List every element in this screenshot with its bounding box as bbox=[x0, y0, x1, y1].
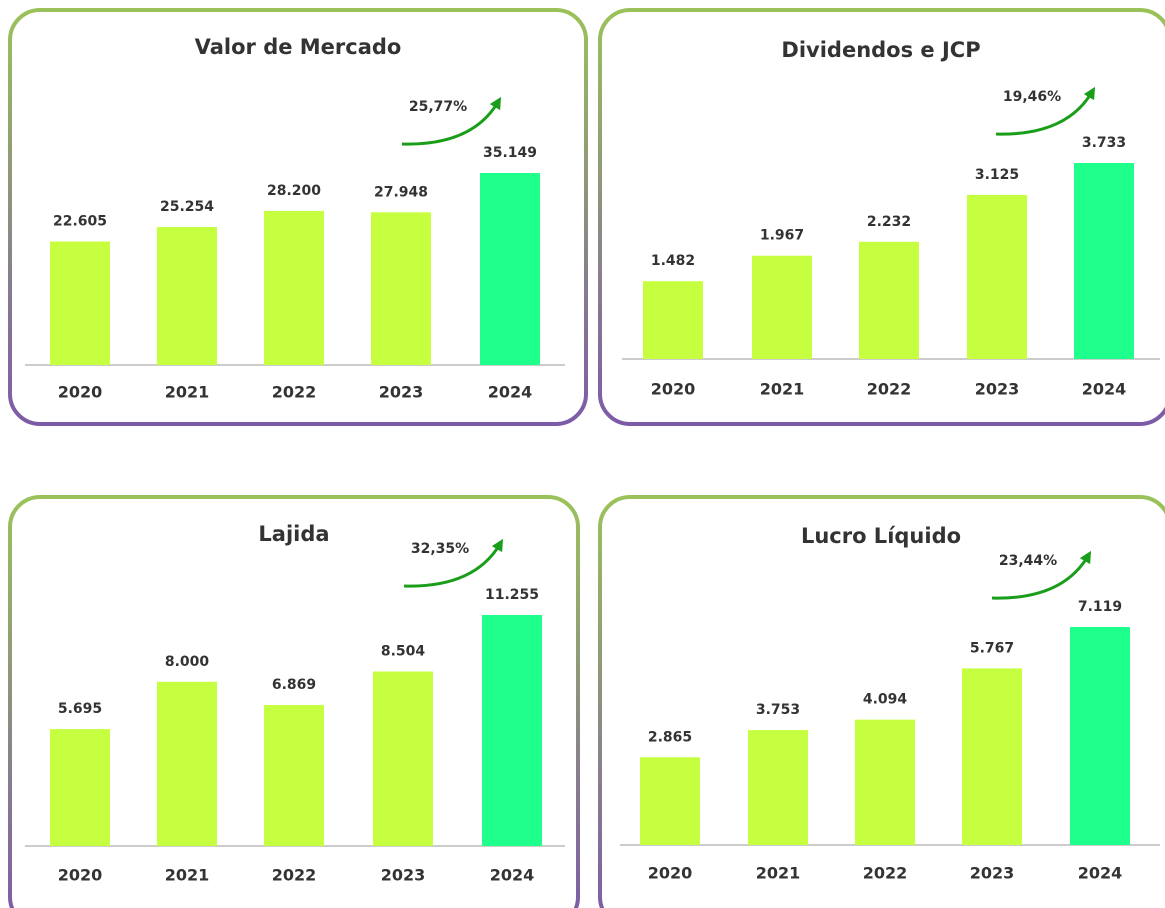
bar bbox=[482, 615, 542, 846]
x-tick-label: 2022 bbox=[272, 383, 317, 402]
value-label: 3.753 bbox=[756, 702, 800, 718]
bar bbox=[962, 668, 1022, 845]
x-tick-label: 2022 bbox=[867, 380, 912, 399]
bar bbox=[1074, 163, 1134, 359]
growth-label: 25,77% bbox=[409, 99, 467, 115]
x-tick-label: 2021 bbox=[165, 383, 210, 402]
growth-label: 23,44% bbox=[999, 553, 1057, 569]
value-label: 8.000 bbox=[165, 654, 210, 670]
x-tick-label: 2024 bbox=[1082, 380, 1127, 399]
bar bbox=[264, 705, 324, 846]
bar bbox=[1070, 627, 1130, 845]
bar bbox=[859, 241, 919, 359]
x-tick-label: 2020 bbox=[648, 864, 693, 883]
value-label: 27.948 bbox=[374, 184, 428, 200]
bar bbox=[748, 730, 808, 845]
x-tick-label: 2024 bbox=[490, 866, 535, 885]
chart-title: Lucro Líquido bbox=[801, 524, 961, 548]
value-label: 4.094 bbox=[863, 692, 908, 708]
value-label: 2.232 bbox=[867, 214, 911, 230]
panel bbox=[598, 495, 1165, 908]
value-label: 5.695 bbox=[58, 701, 102, 717]
panel bbox=[8, 8, 588, 426]
panel bbox=[8, 495, 580, 908]
growth-label: 19,46% bbox=[1003, 89, 1061, 105]
growth-arrow bbox=[991, 550, 1092, 600]
value-label: 3.733 bbox=[1082, 135, 1126, 151]
value-label: 6.869 bbox=[272, 677, 316, 693]
growth-arrow bbox=[403, 538, 504, 588]
value-label: 1.482 bbox=[651, 253, 695, 269]
value-label: 11.255 bbox=[485, 587, 539, 603]
value-label: 1.967 bbox=[760, 228, 804, 244]
x-tick-label: 2022 bbox=[272, 866, 317, 885]
value-label: 22.605 bbox=[53, 214, 107, 230]
x-tick-label: 2021 bbox=[756, 864, 801, 883]
x-tick-label: 2021 bbox=[165, 866, 210, 885]
bar bbox=[50, 241, 110, 365]
x-tick-label: 2023 bbox=[970, 864, 1015, 883]
value-label: 8.504 bbox=[381, 643, 426, 659]
bar bbox=[157, 681, 217, 846]
bar bbox=[373, 671, 433, 846]
value-label: 25.254 bbox=[160, 199, 214, 215]
value-label: 5.767 bbox=[970, 640, 1014, 656]
value-label: 7.119 bbox=[1078, 599, 1122, 615]
x-tick-label: 2022 bbox=[863, 864, 908, 883]
x-tick-label: 2020 bbox=[58, 866, 103, 885]
growth-arrow bbox=[401, 96, 502, 146]
x-tick-label: 2024 bbox=[488, 383, 533, 402]
x-tick-label: 2023 bbox=[379, 383, 424, 402]
x-tick-label: 2023 bbox=[975, 380, 1020, 399]
bar bbox=[643, 281, 703, 359]
x-tick-label: 2021 bbox=[760, 380, 805, 399]
bar bbox=[157, 227, 217, 365]
bar bbox=[752, 255, 812, 359]
chart-title: Lajida bbox=[258, 522, 329, 546]
bar bbox=[967, 194, 1027, 359]
bar bbox=[371, 212, 431, 365]
value-label: 2.865 bbox=[648, 729, 692, 745]
growth-arrow bbox=[995, 86, 1096, 136]
x-tick-label: 2020 bbox=[58, 383, 103, 402]
value-label: 28.200 bbox=[267, 183, 321, 199]
x-tick-label: 2024 bbox=[1078, 864, 1123, 883]
bar bbox=[50, 729, 110, 846]
bar bbox=[855, 719, 915, 845]
panel bbox=[598, 8, 1165, 426]
chart-title: Valor de Mercado bbox=[195, 35, 402, 59]
x-tick-label: 2023 bbox=[381, 866, 426, 885]
value-label: 35.149 bbox=[483, 145, 537, 161]
growth-label: 32,35% bbox=[411, 541, 469, 557]
bar bbox=[264, 210, 324, 365]
chart-title: Dividendos e JCP bbox=[781, 38, 980, 62]
bar bbox=[640, 757, 700, 845]
bar bbox=[480, 173, 540, 365]
value-label: 3.125 bbox=[975, 167, 1019, 183]
x-tick-label: 2020 bbox=[651, 380, 696, 399]
